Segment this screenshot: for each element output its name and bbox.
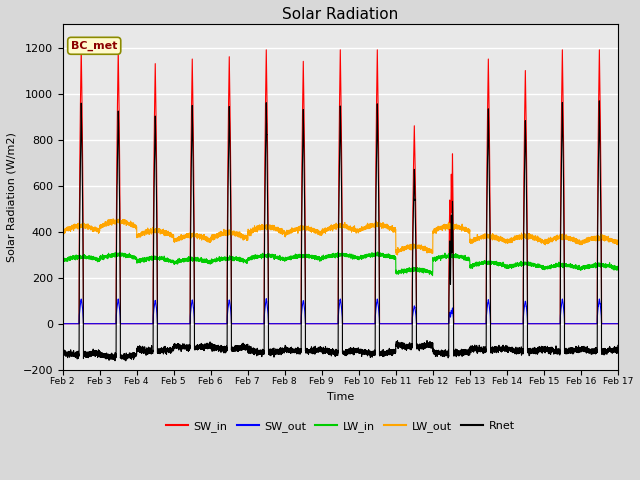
LW_out: [584, 236, 591, 241]
LW_in: [374, 249, 381, 255]
Rnet: [465, 350, 472, 356]
Rnet: [584, 347, 591, 353]
Rnet: [596, 98, 604, 104]
SW_in: [465, 321, 472, 326]
LW_in: [429, 273, 436, 278]
Line: LW_out: LW_out: [63, 219, 618, 255]
Title: Solar Radiation: Solar Radiation: [282, 7, 399, 22]
Line: Rnet: Rnet: [63, 101, 618, 361]
SW_in: [591, 321, 598, 326]
LW_in: [321, 254, 329, 260]
SW_out: [322, 321, 330, 326]
SW_out: [591, 321, 598, 326]
SW_in: [614, 321, 621, 326]
Rnet: [122, 358, 130, 364]
Rnet: [322, 344, 330, 349]
Line: SW_in: SW_in: [63, 48, 618, 324]
SW_out: [248, 321, 255, 326]
SW_out: [465, 321, 472, 326]
Y-axis label: Solar Radiation (W/m2): Solar Radiation (W/m2): [7, 132, 17, 262]
Line: SW_out: SW_out: [63, 299, 618, 324]
Legend: SW_in, SW_out, LW_in, LW_out, Rnet: SW_in, SW_out, LW_in, LW_out, Rnet: [161, 417, 519, 436]
LW_out: [109, 216, 117, 222]
LW_out: [481, 232, 488, 238]
LW_out: [394, 252, 401, 258]
SW_out: [59, 321, 67, 326]
X-axis label: Time: Time: [326, 392, 354, 402]
LW_out: [322, 230, 330, 236]
LW_in: [248, 256, 255, 262]
LW_in: [614, 264, 621, 269]
SW_out: [262, 296, 270, 301]
Text: BC_met: BC_met: [71, 41, 117, 51]
LW_out: [591, 235, 598, 241]
LW_out: [248, 230, 255, 236]
SW_in: [481, 321, 488, 326]
Rnet: [591, 349, 598, 355]
Rnet: [614, 343, 621, 348]
SW_out: [614, 321, 621, 326]
Rnet: [248, 348, 255, 353]
SW_in: [77, 45, 85, 50]
LW_in: [481, 258, 488, 264]
Rnet: [59, 350, 67, 356]
Rnet: [481, 348, 488, 354]
LW_in: [591, 263, 598, 269]
SW_in: [584, 321, 591, 326]
LW_out: [465, 230, 472, 236]
Line: LW_in: LW_in: [63, 252, 618, 276]
SW_out: [481, 321, 488, 326]
LW_out: [614, 242, 621, 248]
SW_in: [248, 321, 255, 326]
SW_in: [59, 321, 67, 326]
SW_out: [584, 321, 591, 326]
SW_in: [322, 321, 330, 326]
LW_out: [59, 228, 67, 234]
LW_in: [465, 257, 472, 263]
LW_in: [584, 264, 591, 270]
LW_in: [59, 258, 67, 264]
